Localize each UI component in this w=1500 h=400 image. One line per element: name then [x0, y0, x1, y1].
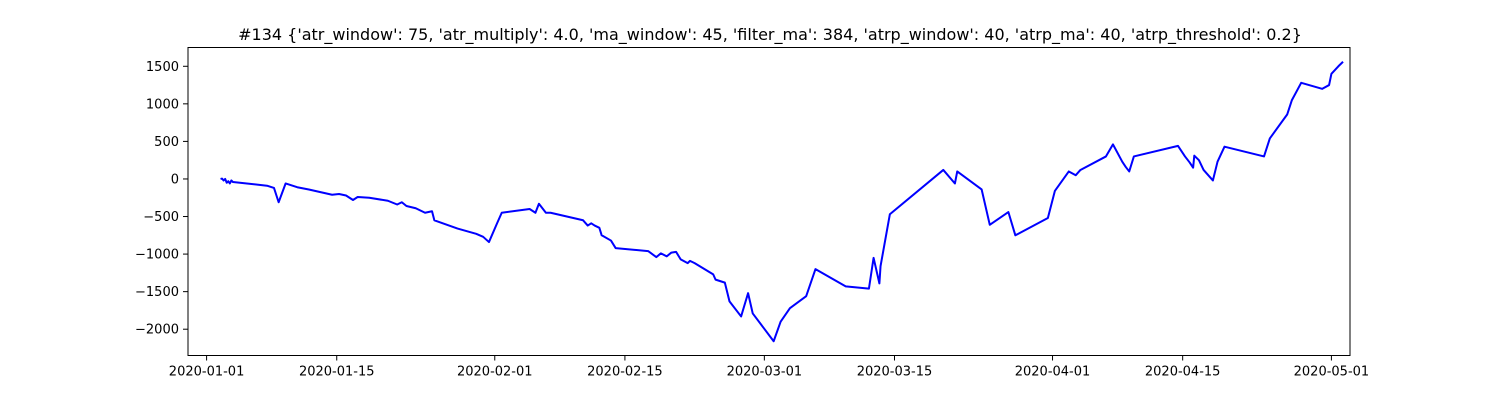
- x-tick-label: 2020-03-01: [727, 365, 803, 380]
- x-tick-label: 2020-05-01: [1294, 365, 1370, 380]
- x-tick-label: 2020-01-15: [299, 365, 375, 380]
- series-line: [220, 61, 1344, 343]
- x-tick-label: 2020-01-01: [169, 365, 245, 380]
- x-tick-label: 2020-02-15: [587, 365, 663, 380]
- x-tick-label: 2020-03-15: [857, 365, 933, 380]
- x-tick-label: 2020-04-15: [1145, 365, 1221, 380]
- x-tick-label: 2020-02-01: [457, 365, 533, 380]
- chart-title: #134 {'atr_window': 75, 'atr_multiply': …: [238, 25, 1302, 45]
- x-axis: 2020-01-01 2020-01-15 2020-02-01 2020-02-15…: [169, 355, 1370, 380]
- series-layer: [220, 61, 1344, 343]
- y-tick-label: 500: [154, 135, 179, 150]
- y-tick-label: 1000: [146, 97, 179, 112]
- y-tick-label: −1500: [135, 285, 179, 300]
- y-tick-label: −1000: [135, 248, 179, 263]
- y-tick-label: 1500: [146, 60, 179, 75]
- series-points: [220, 61, 1344, 342]
- plot-area: [187, 47, 1351, 356]
- y-tick-label: 0: [171, 172, 179, 187]
- x-tick-label: 2020-04-01: [1015, 365, 1091, 380]
- y-tick-label: −2000: [135, 323, 179, 338]
- y-axis: 1500 1000 500 0 −500 −1000 −1500 −2000: [135, 60, 188, 338]
- y-tick-label: −500: [143, 210, 179, 225]
- axes-frame: [187, 47, 1351, 356]
